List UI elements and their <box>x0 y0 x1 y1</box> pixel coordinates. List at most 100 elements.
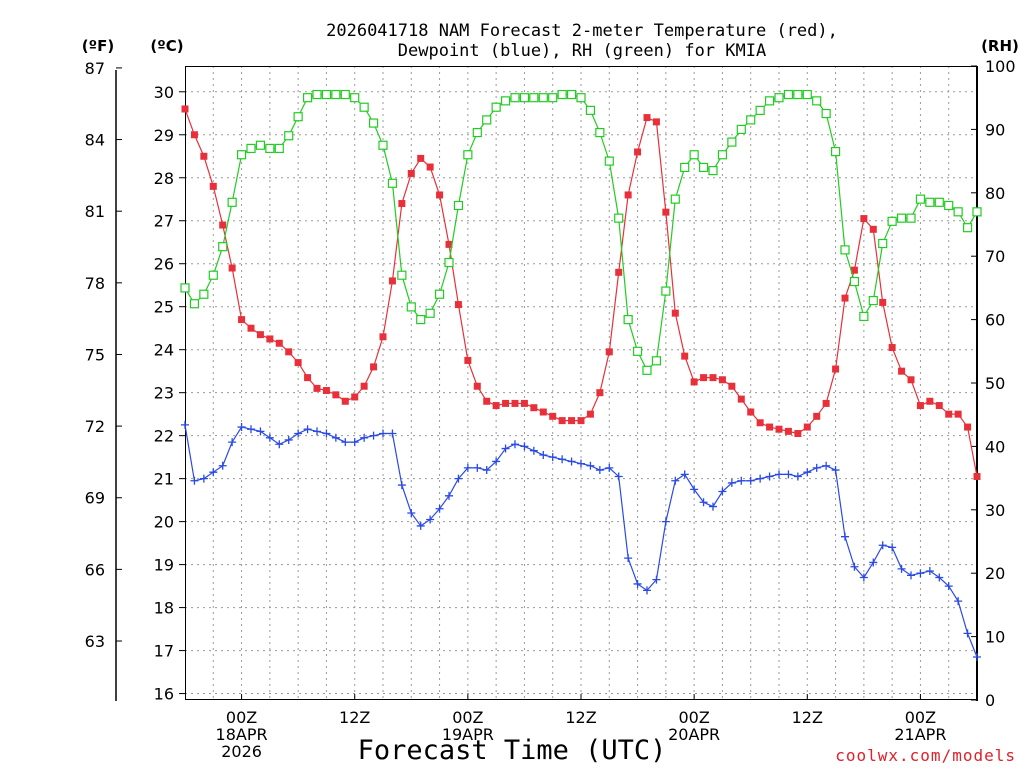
temperature-point <box>407 169 415 177</box>
fahrenheit-tick-label: 81 <box>85 202 105 221</box>
dewpoint-point <box>803 468 812 477</box>
dewpoint-point <box>454 474 463 483</box>
temperature-point <box>275 339 283 347</box>
temperature-point <box>728 382 736 390</box>
relative-humidity-point <box>972 207 982 217</box>
relative-humidity-point <box>227 197 237 207</box>
dewpoint-point <box>841 532 849 541</box>
dewpoint-point <box>765 472 774 481</box>
dewpoint-point <box>944 582 953 591</box>
relative-humidity-point <box>463 150 473 160</box>
relative-humidity-point <box>642 365 652 375</box>
temperature-point <box>266 335 274 343</box>
rh-tick-label: 60 <box>985 311 1005 330</box>
relative-humidity-point <box>698 162 709 173</box>
relative-humidity-point <box>368 118 379 128</box>
dewpoint-point <box>671 476 680 485</box>
relative-humidity-point <box>576 93 586 103</box>
temperature-point <box>341 397 349 405</box>
dewpoint-point <box>727 478 736 487</box>
dewpoint-point <box>963 629 972 638</box>
dewpoint-point <box>228 438 237 447</box>
temperature-point <box>709 374 717 382</box>
temperature-point <box>718 376 726 384</box>
temperature-point <box>473 382 481 390</box>
relative-humidity-point <box>708 166 718 176</box>
relative-humidity-point <box>896 213 907 223</box>
dewpoint-point <box>793 472 802 481</box>
relative-humidity-point <box>566 89 577 100</box>
dewpoint-point <box>313 427 321 436</box>
dewpoint-point <box>341 438 350 447</box>
dewpoint-point <box>265 433 274 442</box>
relative-humidity-point <box>397 270 407 280</box>
celsius-tick-label: 17 <box>154 642 174 661</box>
relative-humidity-point <box>434 289 445 299</box>
temperature-point <box>832 365 840 373</box>
temperature-point <box>285 348 293 356</box>
dewpoint-point <box>595 466 604 475</box>
temperature-point <box>784 427 792 435</box>
temperature-point <box>907 376 915 384</box>
relative-humidity-point <box>255 140 266 150</box>
relative-humidity-point <box>764 96 775 106</box>
relative-humidity-point <box>293 112 303 122</box>
x-tick-label: 12Z <box>565 708 596 727</box>
temperature-point <box>454 301 462 309</box>
dewpoint-point <box>237 423 246 432</box>
dewpoint-point <box>539 450 548 459</box>
dewpoint-point <box>492 457 501 466</box>
dewpoint-point <box>181 420 189 429</box>
dewpoint-point <box>746 476 755 485</box>
axes: 16 17 18 19 20 21 22 23 24 25 26 27 28 29 30 63 66 69 72 75… <box>85 57 1016 761</box>
plot-frame <box>185 66 977 700</box>
relative-humidity-point <box>425 308 435 318</box>
dewpoint-point <box>445 491 453 500</box>
relative-humidity-point <box>472 127 482 138</box>
temperature-point <box>794 430 802 438</box>
celsius-tick-label: 27 <box>154 212 174 231</box>
fahrenheit-tick-label: 84 <box>85 131 105 150</box>
data-series <box>180 89 982 662</box>
temperature-point <box>322 387 330 395</box>
temperature-point <box>379 333 387 341</box>
relative-humidity-point <box>887 216 897 226</box>
relative-humidity-point <box>849 276 860 287</box>
temperature-point <box>916 402 924 410</box>
dewpoint-point <box>529 446 538 455</box>
relative-humidity-point <box>453 200 464 211</box>
fahrenheit-tick-label: 87 <box>85 59 105 78</box>
relative-humidity-point <box>585 105 596 115</box>
relative-humidity-point <box>321 89 332 100</box>
relative-humidity-point <box>387 178 398 188</box>
temperature-point <box>313 384 321 392</box>
fahrenheit-tick-label: 66 <box>85 560 105 579</box>
temperature-point <box>332 391 340 399</box>
temperature-point <box>577 417 585 425</box>
dewpoint-point <box>680 470 689 479</box>
temperature-point <box>850 266 858 274</box>
relative-humidity-point <box>755 105 765 115</box>
relative-humidity-point <box>510 93 520 103</box>
dewpoint-point <box>737 476 746 485</box>
temperature-point <box>973 472 981 480</box>
dewpoint-point <box>954 597 963 606</box>
dewpoint-point <box>407 509 416 518</box>
rh-tick-label: 10 <box>985 628 1005 647</box>
dewpoint-point <box>699 498 708 507</box>
relative-humidity-point <box>416 315 426 325</box>
dewpoint-point <box>643 586 651 595</box>
relative-humidity-point <box>736 124 746 135</box>
dewpoint-point <box>812 463 821 472</box>
dewpoint-point <box>652 575 661 584</box>
labels: 2026041718 NAM Forecast 2-meter Temperat… <box>82 21 1019 766</box>
temperature-point <box>766 423 774 431</box>
dewpoint-point <box>907 571 915 580</box>
temperature-point <box>700 374 708 382</box>
relative-humidity-point <box>350 93 360 103</box>
dewpoint-point <box>435 504 444 513</box>
dewpoint-point <box>586 461 595 470</box>
temperature-point <box>737 395 745 403</box>
x-axis-label: Forecast Time (UTC) <box>358 735 667 766</box>
fahrenheit-tick-label: 78 <box>85 274 105 293</box>
